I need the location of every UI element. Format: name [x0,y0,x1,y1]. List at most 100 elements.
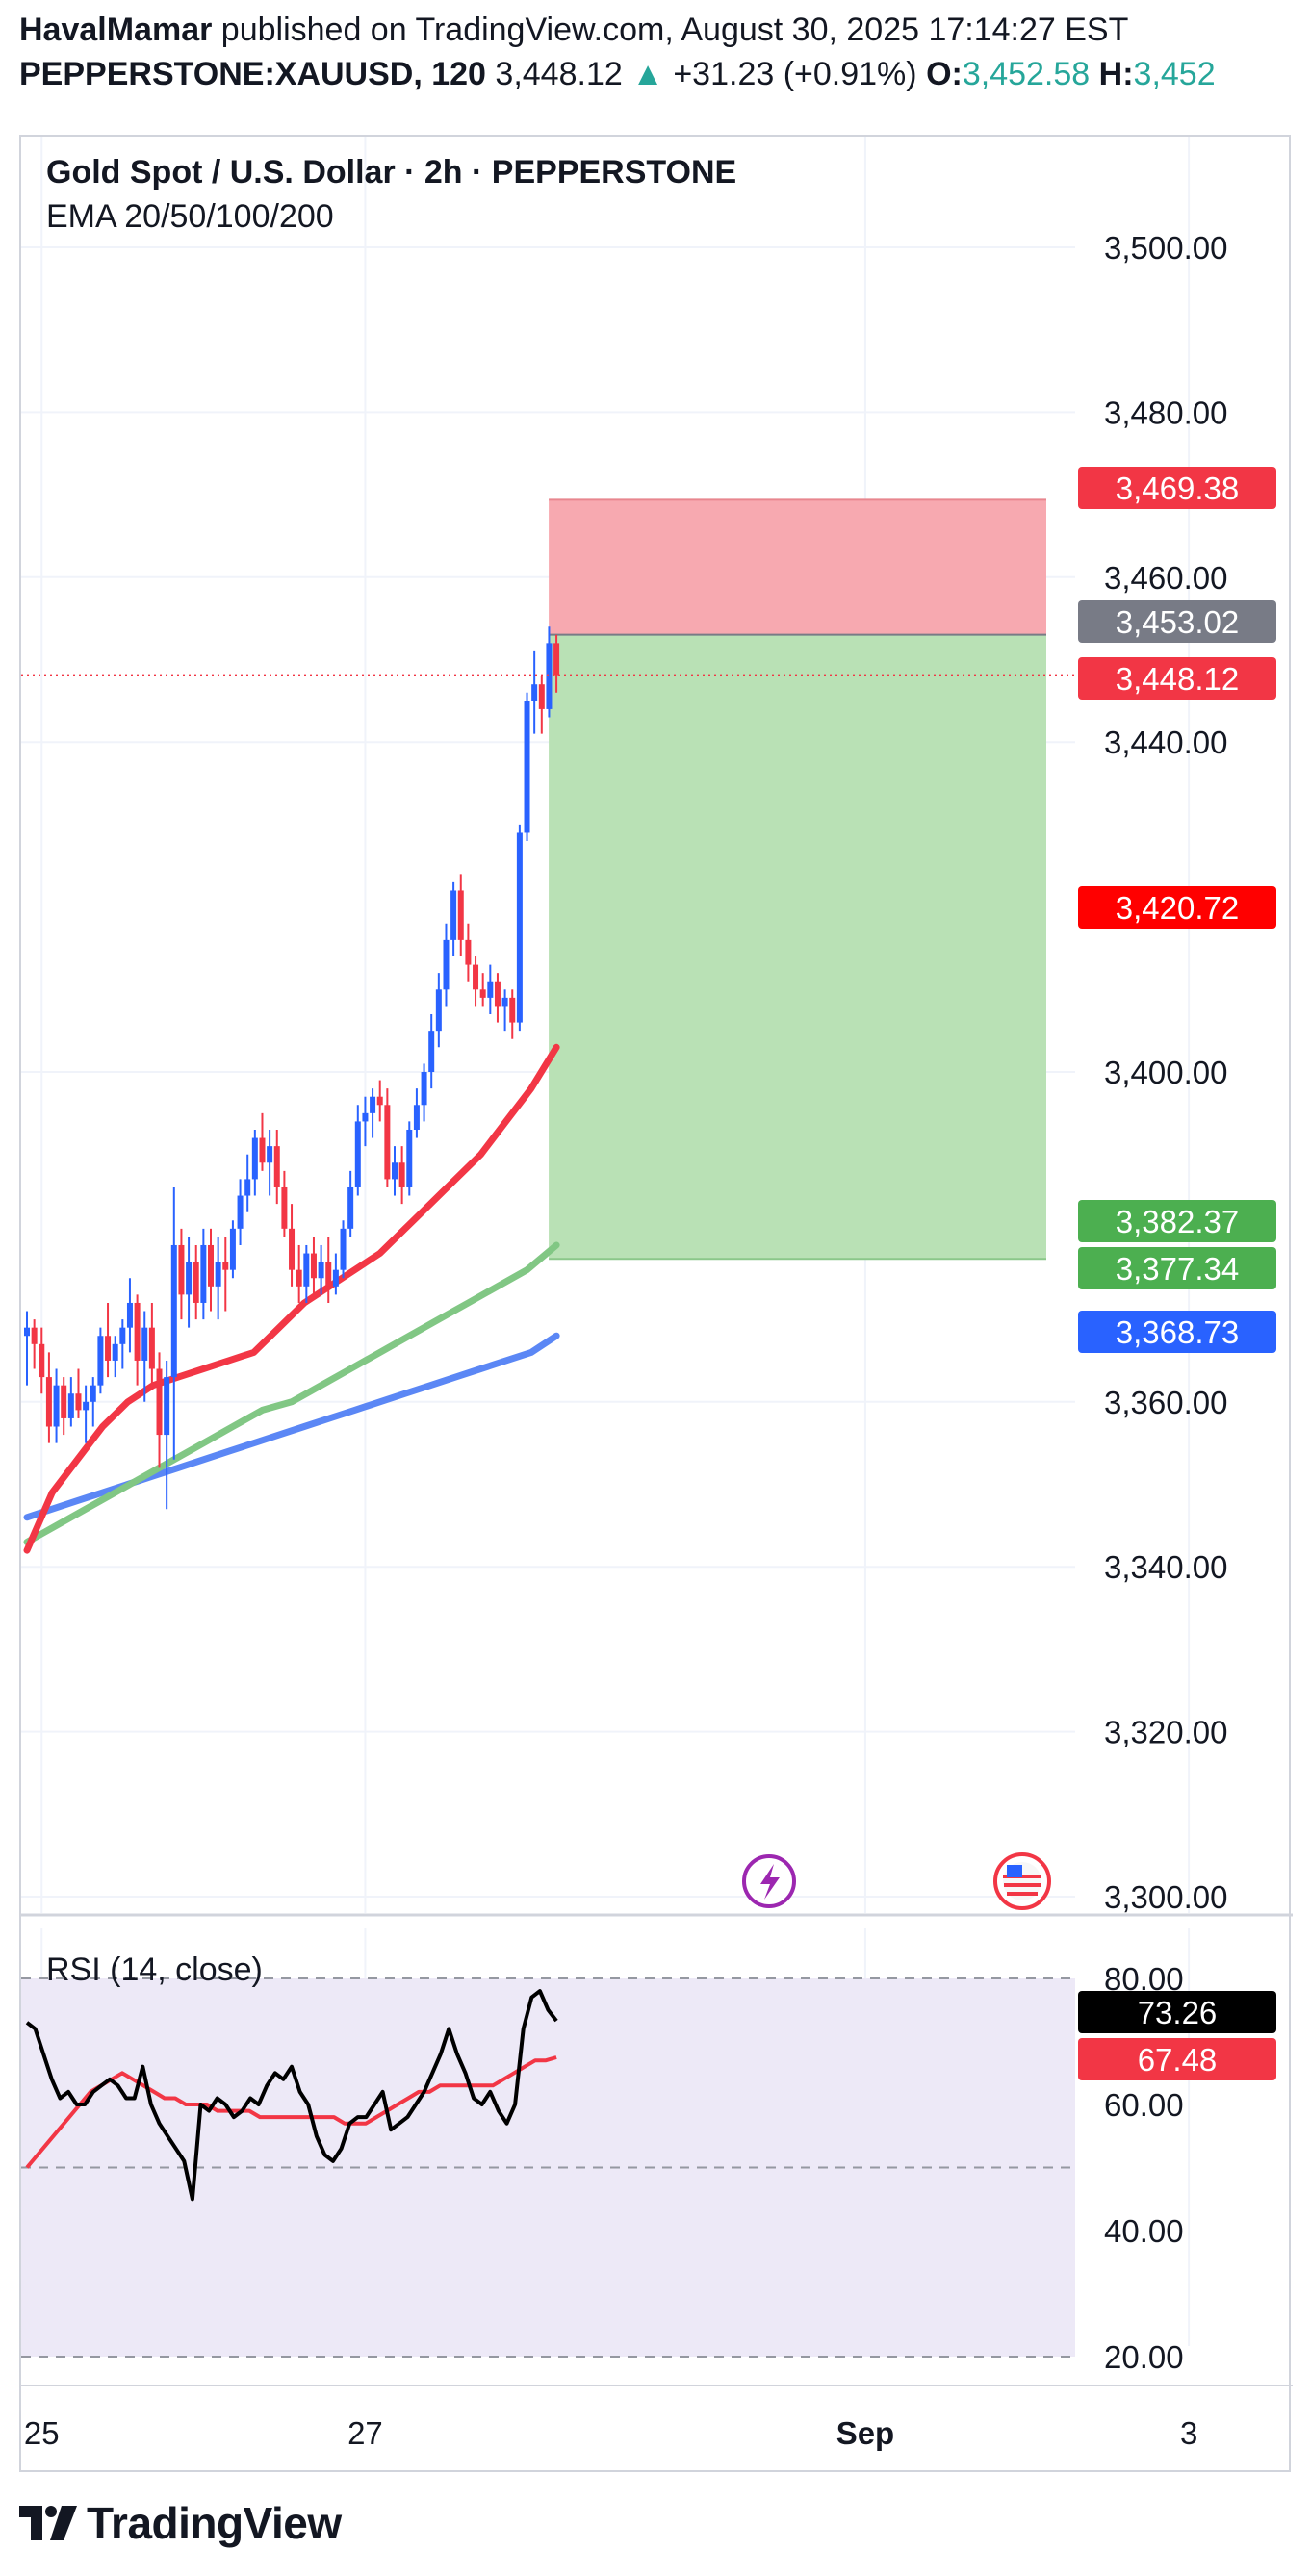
price-labels: 3,469.38 3,453.02 3,448.12 3,420.72 3,382.37… [1078,467,1276,2080]
rsi-tick-label: 80.00 [1104,1961,1184,1997]
candle-down [509,997,516,1023]
candle-down [479,989,486,998]
chart-title: Gold Spot / U.S. Dollar · 2h · PEPPERSTO… [46,154,736,191]
candle-up [392,1162,398,1180]
up-arrow-icon: ▲ [631,56,664,92]
candle-up [186,1262,193,1295]
position-zones[interactable] [549,498,1046,1261]
candle-down [259,1137,266,1163]
rsi-value-label-bg [1078,2038,1276,2080]
rsi-tick-label: 40.00 [1104,2213,1184,2249]
candle-up [112,1343,118,1361]
candle-up [97,1336,104,1386]
price-label: 3,368.73 [1116,1314,1239,1350]
candle-up [370,1096,376,1113]
candle-up [251,1137,258,1180]
rsi-value-label: 67.48 [1138,2042,1218,2078]
price-label-bg [1078,467,1276,509]
time-tick-label: 27 [347,2415,383,2451]
candle-up [90,1385,96,1402]
candle-down [178,1244,185,1295]
candle-down [384,1105,391,1180]
candle-up [421,1072,427,1106]
flag-stripe [1004,1883,1041,1887]
candle-down [208,1244,214,1287]
ema-lines [23,1043,560,1554]
candles [24,626,560,1510]
candle-down [134,1302,141,1361]
price-label-bg [1078,1200,1276,1242]
candle-up [126,1302,133,1328]
tradingview-logo[interactable]: TradingView [19,2494,342,2552]
price-axis[interactable]: 3,300.00 3,320.00 3,340.00 3,360.00 3,400.00… [1104,230,1227,2375]
candle-up [435,989,442,1032]
candle-down [473,964,479,990]
rsi-pane [21,1977,1075,2358]
candle-down [296,1269,302,1287]
price-tick-label: 3,460.00 [1104,560,1227,596]
candle-up [332,1269,339,1287]
price-label-bg [1078,657,1276,700]
candle-up [229,1228,236,1270]
candle-up [244,1179,251,1196]
chart-canvas[interactable]: 3,300.00 3,320.00 3,340.00 3,360.00 3,400.00… [21,137,1293,2474]
candle-down [398,1162,405,1187]
candle-down [289,1228,296,1270]
candle-up [546,643,553,709]
high-value: 3,452 [1133,56,1216,92]
candle-up [516,832,523,1023]
candle-up [141,1327,148,1361]
rsi-legend[interactable]: RSI (14, close) [46,1951,263,1988]
candle-down [148,1327,155,1369]
price-label: 3,377.34 [1116,1251,1239,1287]
price-tick-label: 3,480.00 [1104,395,1227,430]
candle-up [362,1112,369,1122]
candle-up [428,1031,435,1072]
price-label: 3,453.02 [1116,604,1239,640]
rsi-tick-label: 60.00 [1104,2087,1184,2123]
tv-logo-icon [19,2506,77,2540]
candle-up [267,1146,273,1163]
candle-down [553,643,560,676]
author-name[interactable]: HavalMamar [19,12,213,48]
candle-down [310,1253,317,1279]
candle-up [303,1253,310,1287]
candle-down [105,1336,112,1361]
candle-down [325,1262,332,1287]
price-label: 3,469.38 [1116,471,1239,506]
price-tick-label: 3,320.00 [1104,1715,1227,1750]
price-tick-label: 3,360.00 [1104,1385,1227,1420]
event-icons[interactable] [742,1852,1051,1910]
price-label: 3,448.12 [1116,661,1239,697]
symbol-line: PEPPERSTONE:XAUUSD, 120 3,448.12 ▲ +31.2… [19,52,1299,96]
candle-down [31,1327,38,1344]
ema50-line [23,1241,560,1545]
candle-up [406,1129,413,1187]
price-tick-label: 3,440.00 [1104,725,1227,760]
time-tick-label: Sep [836,2415,895,2451]
candle-down [193,1262,199,1303]
price-tick-label: 3,500.00 [1104,230,1227,266]
candle-up [443,939,450,990]
candle-up [354,1121,361,1187]
indicator-legend[interactable]: EMA 20/50/100/200 [46,198,334,235]
price-label-bg [1078,1311,1276,1353]
candle-down [457,890,464,940]
high-label: H: [1090,56,1134,92]
candle-down [61,1385,67,1418]
ema20-line [23,1043,560,1554]
rsi-value-label-bg [1078,1991,1276,2033]
price-label: 3,420.72 [1116,890,1239,926]
lightning-bolt-icon [760,1864,780,1900]
price-label-bg [1078,600,1276,643]
candle-down [376,1096,383,1106]
candle-down [538,684,545,709]
publish-line: HavalMamar published on TradingView.com,… [19,8,1299,52]
candle-up [413,1105,420,1130]
price-change: +31.23 (+0.91%) [663,56,927,92]
candle-up [237,1195,244,1229]
time-axis[interactable]: 25 27 Sep 3 [21,2385,1293,2451]
candle-up [450,890,457,940]
stop-loss-zone [549,499,1046,635]
candle-up [524,701,530,833]
